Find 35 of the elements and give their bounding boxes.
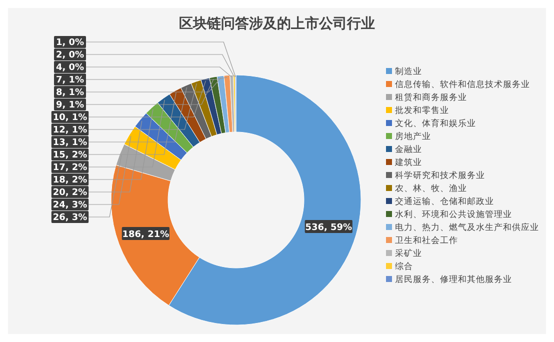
legend-label: 金融业	[395, 144, 422, 155]
legend-label: 科学研究和技术服务业	[395, 170, 485, 181]
data-label: 13, 1%	[52, 138, 88, 148]
legend-label: 采矿业	[395, 248, 422, 259]
data-label: 15, 2%	[52, 150, 88, 160]
legend-label: 批发和零售业	[395, 105, 449, 116]
data-label: 7, 1%	[56, 76, 84, 86]
legend-label: 居民服务、修理和其他服务业	[395, 274, 512, 285]
data-label: 20, 2%	[52, 188, 88, 198]
data-label: 4, 0%	[56, 63, 84, 73]
data-label: 24, 3%	[52, 200, 88, 210]
legend-label: 房地产业	[395, 131, 431, 142]
legend-label: 卫生和社会工作	[395, 235, 458, 246]
legend-label: 建筑业	[394, 157, 422, 168]
legend-label: 租赁和商务服务业	[395, 92, 467, 103]
legend-label: 交通运输、仓储和邮政业	[395, 196, 494, 207]
legend-label: 信息传输、软件和信息技术服务业	[395, 79, 530, 90]
data-label: 10, 1%	[52, 113, 88, 123]
data-label: 2, 0%	[56, 50, 84, 60]
legend-label: 电力、热力、燃气及水生产和供应业	[395, 222, 539, 233]
data-label: 26, 3%	[52, 213, 88, 223]
legend-label: 水利、环境和公共设施管理业	[395, 209, 512, 220]
data-label: 9, 1%	[56, 100, 84, 110]
legend-label: 农、林、牧、渔业	[395, 183, 467, 194]
chart-title: 区块链问答涉及的上市公司行业	[179, 15, 375, 32]
legend-label: 制造业	[395, 66, 422, 77]
legend-label: 综合	[395, 261, 413, 272]
data-label: 8, 1%	[56, 88, 84, 98]
legend-label: 文化、体育和娱乐业	[395, 118, 476, 129]
data-label: 1, 0%	[56, 38, 84, 48]
data-label: 536, 59%	[305, 223, 352, 234]
data-label: 12, 1%	[52, 126, 88, 136]
data-label: 17, 2%	[52, 163, 88, 173]
data-label: 18, 2%	[52, 176, 88, 186]
data-label: 186, 21%	[122, 230, 170, 240]
